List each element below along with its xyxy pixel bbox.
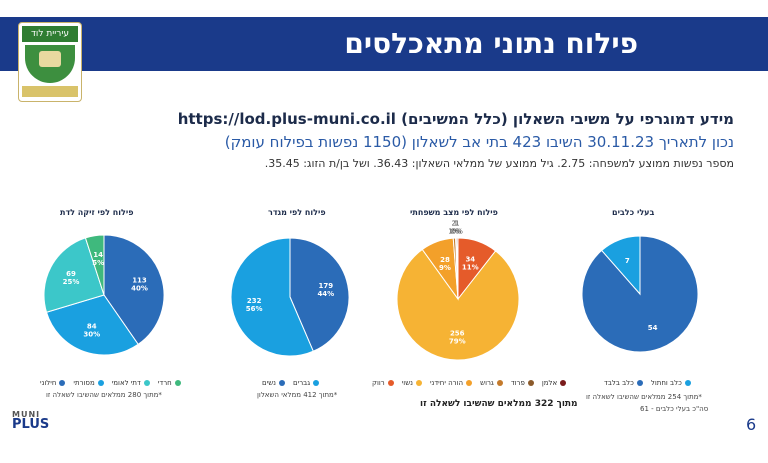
pie-slice [289, 237, 350, 352]
pie-slice [45, 294, 139, 356]
legend-label: רווק [372, 379, 385, 387]
legend-swatch [143, 380, 150, 386]
info-line-2: נכון לתאריך 30.11.23 השיבו 423 בתי אב לש… [224, 133, 734, 151]
legend-item: נשים [262, 379, 285, 387]
pie-label: 256 79% [449, 329, 466, 345]
legend-label: נשוי [401, 379, 413, 387]
pie-label: 7 [625, 257, 630, 265]
pie-label: 232 56% [246, 297, 263, 313]
legend-swatch [466, 380, 473, 386]
pie-label: 179 44% [317, 282, 334, 298]
pie-marital: 34 11%256 79%28 9%2 1%1 0%1 0% [396, 220, 520, 361]
chart-title-marital: פילוח לפי מצב משפחתי [410, 208, 498, 217]
logo-ribbon [22, 86, 78, 97]
legend-swatch [415, 380, 422, 386]
pie-label: 34 11% [462, 256, 479, 272]
logo-title: עיריית לוד [22, 26, 78, 42]
legend-label: אלמן [541, 379, 558, 387]
legend-dogs: כלב וחתול כלב בלבד [604, 379, 691, 387]
info-line-1: מידע דמוגרפי על משיבי השאלון (כלל המשיבי… [177, 110, 734, 128]
legend-religion: חרדי דתי לאומי מסורתי חילוני [40, 379, 181, 387]
legend-swatch [97, 380, 104, 386]
legend-label: חרדי [157, 379, 172, 387]
legend-label: חילוני [40, 379, 57, 387]
note-marital: מתוך 322 ממלאים שהשיבו לשאלה זו [420, 399, 578, 409]
pie-slice [84, 234, 105, 296]
pie-slice [456, 237, 459, 300]
pie-label: 28 9% [439, 256, 451, 272]
legend-item: רווק [372, 379, 394, 387]
legend-label: מסורתי [73, 379, 95, 387]
legend-item: דתי לאומי [112, 379, 150, 387]
muni-logo-mid: PLUS [12, 417, 50, 432]
chart-title-gender: פילוח לפי מגדר [268, 208, 326, 217]
legend-item: גרוש [480, 379, 503, 387]
pie-label: 113 40% [131, 276, 148, 292]
pie-slice [396, 248, 520, 361]
pie-label: 54 [648, 324, 658, 332]
chart-title-dogs: בעלי כלבים [612, 208, 655, 217]
legend-item: נשוי [402, 379, 422, 387]
info-line-3: מספר נפשות ממוצע למשפחה: 2.75. גיל ממוצע… [264, 157, 734, 170]
legend-label: כלב וחתול [650, 379, 682, 387]
legend-swatch [527, 380, 534, 386]
legend-swatch [496, 380, 503, 386]
chart-title-religion: פילוח לפי זיקה לדת [60, 208, 134, 217]
page-title: פילוח נתוני מתאכלסים [344, 27, 638, 60]
legend-swatch [278, 380, 285, 386]
pie-slice [103, 234, 165, 346]
legend-label: גברים [292, 379, 311, 387]
legend-item: חרדי [158, 379, 181, 387]
legend-marital: אלמן פרוד גרוש הורה יחידני נשוי רווק [372, 379, 567, 387]
legend-item: מסורתי [73, 379, 104, 387]
pie-slice [601, 235, 641, 296]
legend-item: פרוד [511, 379, 534, 387]
legend-label: פרוד [510, 379, 525, 387]
page-number: 6 [746, 415, 757, 434]
legend-swatch [387, 380, 394, 386]
legend-swatch [59, 380, 66, 386]
city-logo: עיריית לוד [18, 22, 82, 102]
legend-swatch [313, 380, 320, 386]
legend-item: הורה יחידני [429, 379, 473, 387]
legend-item: גברים [292, 379, 320, 387]
legend-label: גרוש [480, 379, 494, 387]
legend-item: כלב בלבד [604, 379, 643, 387]
legend-item: אלמן [541, 379, 567, 387]
legend-swatch [684, 380, 691, 386]
legend-gender: גברים נשים [262, 379, 320, 387]
pie-religion: 113 40% 84 30% 69 25% 14 5% [43, 234, 165, 356]
pie-label: 84 30% [83, 323, 100, 339]
legend-label: נשים [262, 379, 276, 387]
muni-logo-top: MUNI [12, 410, 41, 419]
note-dogs-total: סה"כ בעלי כלבים - 61 [640, 405, 709, 413]
logo-emblem [25, 45, 75, 83]
pie-label: 1 0% [452, 220, 463, 236]
pie-label: 1 0% [450, 220, 461, 236]
note-gender: *מתוך 412 ממלאי השאלון [257, 391, 338, 399]
muni-plus-logo: MUNI PLUS [12, 410, 62, 444]
legend-item: חילוני [40, 379, 66, 387]
pie-label: 2 1% [448, 220, 459, 236]
pie-slice [230, 237, 314, 357]
legend-swatch [174, 380, 181, 386]
legend-label: דתי לאומי [111, 379, 141, 387]
note-dogs: *מתוך 254 ממלאים שהשיבו לשאלה זו [586, 393, 702, 401]
pie-gender: 179 44% 232 56% [230, 237, 350, 357]
note-religion: *מתוך 280 ממלאים שהשיבו לשאלה זו [46, 391, 162, 399]
header-bar: פילוח נתוני מתאכלסים [0, 17, 768, 71]
legend-label: הורה יחידני [429, 379, 464, 387]
pie-slice [43, 237, 105, 313]
legend-swatch [636, 380, 643, 386]
pie-label: 14 5% [92, 251, 104, 267]
pie-dogs: 54 7 [581, 235, 699, 353]
legend-swatch [560, 380, 567, 386]
legend-label: כלב בלבד [604, 379, 634, 387]
pie-label: 69 25% [63, 270, 80, 286]
legend-item: כלב וחתול [651, 379, 691, 387]
